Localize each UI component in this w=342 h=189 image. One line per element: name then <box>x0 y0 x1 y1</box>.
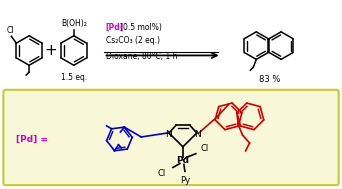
Text: [Pd] =: [Pd] = <box>16 134 48 143</box>
Text: +: + <box>44 43 57 58</box>
Text: Cl: Cl <box>6 26 14 35</box>
Text: Cs₂CO₃ (2 eq.): Cs₂CO₃ (2 eq.) <box>106 36 159 45</box>
Text: Cl: Cl <box>201 144 209 153</box>
Text: N: N <box>194 129 201 139</box>
Text: [Pd]: [Pd] <box>106 23 124 32</box>
Text: Py: Py <box>180 176 190 185</box>
Text: Dioxane, 80°C, 1 h: Dioxane, 80°C, 1 h <box>106 53 177 61</box>
Text: 1.5 eq.: 1.5 eq. <box>61 73 87 82</box>
Text: B(OH)₂: B(OH)₂ <box>61 19 87 28</box>
Text: Pd: Pd <box>176 156 189 165</box>
Text: 83 %: 83 % <box>259 75 280 84</box>
Text: (0.5 mol%): (0.5 mol%) <box>120 23 162 32</box>
Text: Cl: Cl <box>158 169 166 178</box>
Text: N: N <box>165 129 171 139</box>
FancyBboxPatch shape <box>3 90 339 185</box>
